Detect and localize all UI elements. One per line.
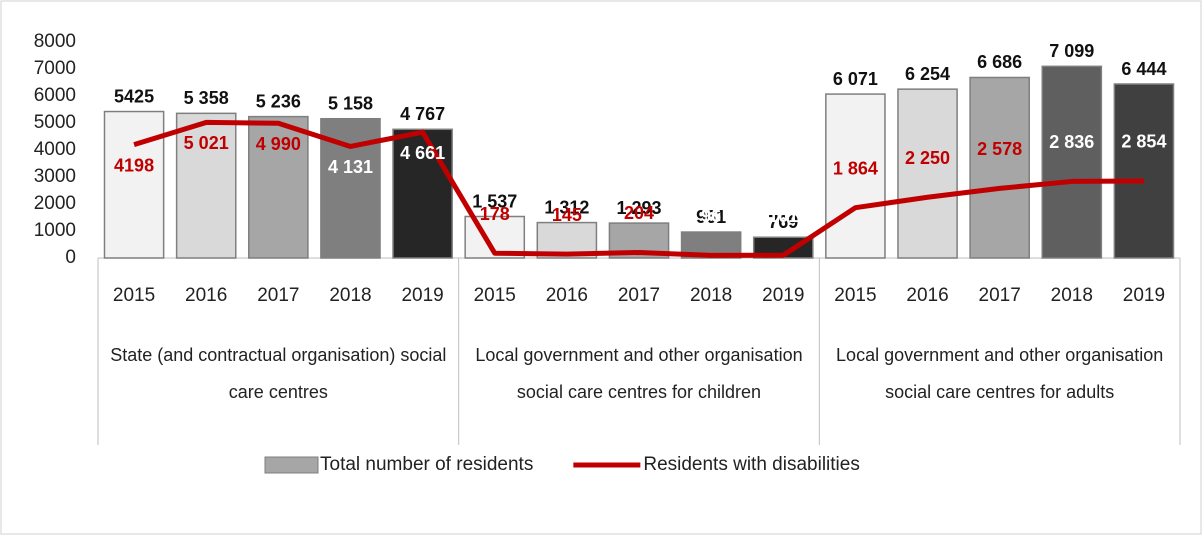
bar-value-label: 7 099 (1049, 41, 1094, 61)
bar-value-label: 5 236 (256, 91, 301, 111)
bar (248, 115, 309, 259)
x-tick-label: 2016 (906, 285, 948, 306)
line-value-label: 96 (701, 206, 721, 226)
bar-value-label: 4 767 (400, 104, 445, 124)
bar-value-label: 5425 (114, 86, 154, 106)
line-value-label: 145 (552, 205, 582, 225)
line-value-label: 4198 (114, 155, 154, 175)
bar-value-label: 5 358 (184, 88, 229, 108)
x-tick-label: 2017 (257, 285, 299, 306)
bar-value-label: 6 254 (905, 64, 950, 84)
x-tick-label: 2018 (329, 285, 371, 306)
legend-label: Residents with disabilities (643, 454, 860, 475)
bar (897, 88, 958, 259)
bar-value-label: 961 (696, 207, 726, 227)
x-tick-label: 2019 (1123, 285, 1165, 306)
line-value-label: 2 854 (1121, 132, 1166, 152)
x-tick-label: 2019 (762, 285, 804, 306)
x-tick-label: 2016 (546, 285, 588, 306)
x-tick-label: 2015 (474, 285, 516, 306)
line-value-label: 2 250 (905, 148, 950, 168)
bar (175, 112, 237, 259)
bar (392, 128, 453, 259)
x-tick-label: 2019 (401, 285, 443, 306)
line-value-label: 2 578 (977, 139, 1022, 159)
line (133, 119, 1144, 258)
bar (825, 93, 886, 259)
x-tick-label: 2016 (185, 285, 227, 306)
y-tick-label: 0 (65, 247, 76, 268)
y-tick-label: 7000 (34, 58, 76, 79)
bar-value-label: 1 537 (472, 191, 517, 211)
bar-value-label: 6 071 (833, 69, 878, 89)
x-tick-label: 2018 (690, 285, 732, 306)
bar (103, 110, 165, 259)
bar (1041, 65, 1103, 259)
y-tick-label: 3000 (34, 166, 76, 187)
x-tick-label: 2017 (979, 285, 1021, 306)
bar-value-label: 6 686 (977, 52, 1022, 72)
y-tick-label: 5000 (34, 112, 76, 133)
group-label: State (and contractual organisation) soc… (110, 345, 447, 402)
legend-label: Total number of residents (320, 454, 533, 475)
line-value-label: 204 (624, 203, 654, 223)
bar-value-label: 1 293 (616, 198, 661, 218)
y-tick-label: 2000 (34, 193, 76, 214)
line-value-label: 4 661 (400, 143, 445, 163)
line-value-label: 2 836 (1049, 132, 1094, 152)
line-value-label: 101 (768, 206, 798, 226)
bar (1113, 83, 1175, 259)
x-tick-label: 2015 (113, 285, 155, 306)
bar-value-label: 6 444 (1121, 59, 1166, 79)
line-value-label: 178 (480, 204, 510, 224)
line-value-label: 4 131 (328, 157, 373, 177)
bar (969, 76, 1030, 259)
x-tick-label: 2015 (834, 285, 876, 306)
line-value-label: 1 864 (833, 158, 878, 178)
legend-swatch (264, 456, 319, 474)
bar-value-label: 5 158 (328, 93, 373, 113)
bar-value-label: 769 (768, 212, 798, 232)
x-tick-label: 2018 (1051, 285, 1093, 306)
y-tick-label: 1000 (34, 220, 76, 241)
y-tick-label: 6000 (34, 85, 76, 106)
group-label: Local government and other organisation … (836, 345, 1164, 402)
group-label: Local government and other organisation … (475, 345, 803, 402)
line-value-label: 4 990 (256, 134, 301, 154)
x-tick-label: 2017 (618, 285, 660, 306)
line-value-label: 5 021 (184, 133, 229, 153)
bar-value-label: 1 312 (544, 197, 589, 217)
y-tick-label: 4000 (34, 139, 76, 160)
y-tick-label: 8000 (34, 31, 76, 52)
